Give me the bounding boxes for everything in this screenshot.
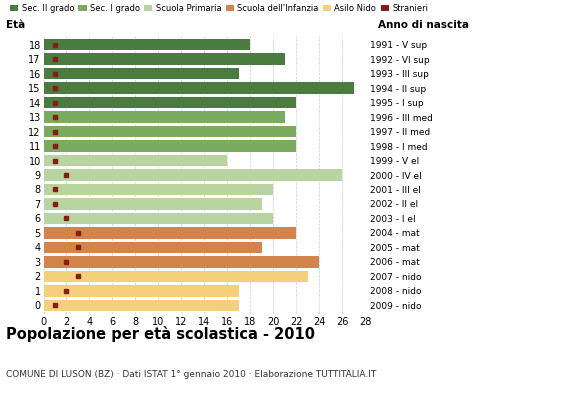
Text: Età: Età — [6, 20, 26, 30]
Bar — [44, 155, 227, 166]
Bar — [44, 213, 273, 224]
Bar — [44, 140, 296, 152]
Bar — [44, 300, 239, 311]
Legend: Sec. II grado, Sec. I grado, Scuola Primaria, Scuola dell'Infanzia, Asilo Nido, : Sec. II grado, Sec. I grado, Scuola Prim… — [10, 4, 428, 13]
Bar — [44, 256, 320, 268]
Bar — [44, 68, 239, 80]
Bar — [44, 169, 342, 181]
Bar — [44, 97, 296, 108]
Bar — [44, 53, 285, 65]
Text: Popolazione per età scolastica - 2010: Popolazione per età scolastica - 2010 — [6, 326, 315, 342]
Bar — [44, 184, 273, 195]
Bar — [44, 285, 239, 297]
Text: Anno di nascita: Anno di nascita — [378, 20, 469, 30]
Text: COMUNE DI LUSON (BZ) · Dati ISTAT 1° gennaio 2010 · Elaborazione TUTTITALIA.IT: COMUNE DI LUSON (BZ) · Dati ISTAT 1° gen… — [6, 370, 376, 379]
Bar — [44, 39, 251, 50]
Bar — [44, 227, 296, 239]
Bar — [44, 198, 262, 210]
Bar — [44, 270, 308, 282]
Bar — [44, 82, 354, 94]
Bar — [44, 242, 262, 253]
Bar — [44, 111, 285, 123]
Bar — [44, 126, 296, 137]
